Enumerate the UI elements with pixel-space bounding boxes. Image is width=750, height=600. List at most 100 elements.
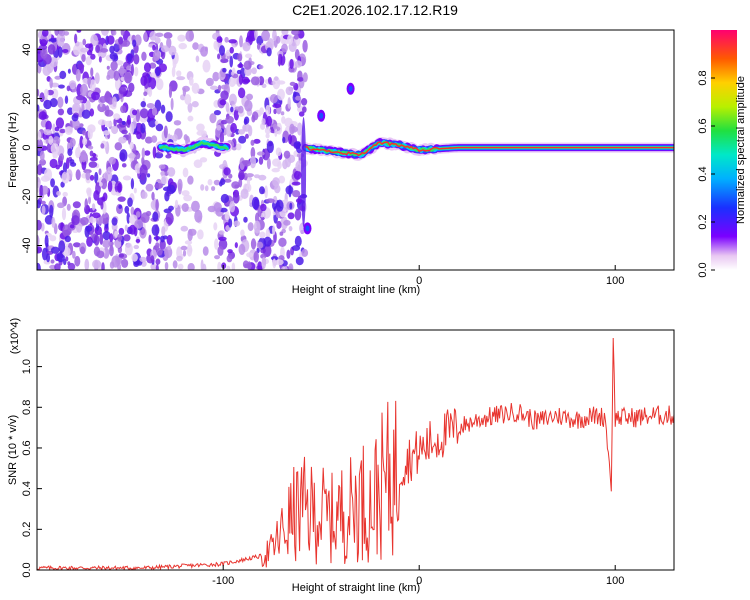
heatmap-noise-cell [43, 168, 53, 181]
heatmap-noise-cell [154, 120, 159, 126]
heatmap-noise-cell [301, 248, 309, 257]
heatmap-noise-cell [228, 39, 237, 44]
heatmap-noise-cell [195, 55, 200, 63]
heatmap-noise-cell [237, 63, 244, 69]
heatmap-noise-cell [259, 186, 265, 195]
heatmap-noise-cell [260, 203, 267, 212]
heatmap-noise-cell [273, 108, 277, 115]
heatmap-noise-cell [288, 134, 293, 145]
heatmap-noise-cell [298, 111, 305, 117]
heatmap-noise-cell [143, 31, 148, 42]
heatmap-noise-cell [80, 47, 89, 53]
heatmap-noise-cell [251, 196, 260, 210]
heatmap-noise-cell [162, 186, 172, 192]
heatmap-noise-cell [251, 115, 256, 123]
heatmap-noise-cell [94, 171, 99, 184]
heatmap-noise-cell [118, 204, 123, 209]
heatmap-noise-cell [292, 189, 301, 198]
heatmap-noise-cell [266, 140, 274, 154]
heatmap-noise-cell [111, 125, 119, 135]
heatmap-y-tick-label: 0 [21, 144, 33, 150]
heatmap-noise-cell [267, 76, 272, 85]
heatmap-noise-cell [245, 173, 254, 178]
heatmap-noise-cell [62, 48, 69, 53]
heatmap-noise-cell [261, 257, 267, 270]
snr-y-tick-label: 0.4 [21, 481, 33, 496]
heatmap-noise-cell [81, 109, 91, 119]
heatmap-noise-cell [212, 71, 220, 82]
heatmap-noise-cell [87, 145, 94, 150]
heatmap-noise-cell [207, 205, 216, 213]
heatmap-noise-cell [129, 224, 137, 235]
snr-panel: -100 0 100 0.0 0.2 0.4 0.6 0.8 1.0 Height of st… [7, 318, 675, 594]
heatmap-y-tick-label: -40 [21, 238, 33, 254]
heatmap-noise-cell [75, 68, 81, 82]
heatmap-noise-cell [293, 141, 302, 149]
heatmap-noise-cell [243, 60, 252, 70]
heatmap-noise-cell [147, 86, 153, 98]
heatmap-noise-cell [37, 138, 44, 152]
heatmap-noise-cell [48, 135, 54, 145]
heatmap-noise-cell [109, 52, 118, 60]
heatmap-noise-cell [72, 103, 81, 112]
heatmap-noise-cell [229, 201, 236, 213]
heatmap-noise-cell [237, 129, 246, 135]
heatmap-noise-cell [135, 238, 141, 243]
heatmap-noise-cell [177, 34, 186, 42]
heatmap-noise-cell [272, 258, 277, 269]
heatmap-noise-cell [107, 180, 113, 193]
heatmap-noise-cell [141, 51, 147, 62]
heatmap-noise-cell [272, 158, 281, 167]
heatmap-noise-cell [295, 95, 302, 101]
heatmap-noise-cell [79, 135, 84, 149]
heatmap-noise-cell [242, 41, 251, 52]
heatmap-noise-cell [114, 142, 123, 151]
heatmap-noise-cell [148, 234, 152, 245]
heatmap-noise-cell [264, 127, 271, 135]
heatmap-noise-cell [238, 243, 246, 256]
snr-x-tick-label: 100 [606, 575, 624, 587]
heatmap-noise-cell [260, 253, 267, 259]
heatmap-noise-cell [251, 67, 257, 75]
heatmap-noise-cell [213, 202, 222, 213]
heatmap-noise-cell [93, 246, 101, 257]
heatmap-noise-cell [49, 98, 58, 108]
heatmap-noise-cell [47, 44, 56, 55]
heatmap-noise-cell [295, 198, 303, 204]
heatmap-noise-cell [146, 102, 155, 109]
heatmap-noise-cell [151, 224, 160, 236]
heatmap-noise-cell [85, 170, 91, 181]
heatmap-y-tick-label: -20 [21, 189, 33, 205]
heatmap-noise-cell [50, 143, 60, 155]
heatmap-noise-cell [41, 200, 46, 205]
heatmap-noise-cell [101, 218, 109, 225]
heatmap-noise-cell [230, 71, 235, 76]
heatmap-noise-cell [94, 72, 100, 85]
heatmap-noise-cell [62, 162, 68, 175]
heatmap-noise-cell [49, 77, 53, 89]
heatmap-noise-cell [37, 234, 40, 248]
colorbar-ticks: 0.0 0.2 0.4 0.6 0.8 [697, 70, 715, 278]
heatmap-noise-cell [124, 72, 132, 84]
heatmap-noise-cell [291, 30, 300, 36]
heatmap-noise-cell [99, 48, 109, 53]
heatmap-noise-cell [168, 85, 173, 98]
heatmap-y-tick-label: 40 [21, 43, 33, 55]
heatmap-noise-cell [272, 103, 282, 109]
heatmap-noise-cell [171, 66, 176, 78]
heatmap-noise-cell [155, 263, 159, 270]
heatmap-noise-cell [139, 175, 146, 181]
heatmap-noise-cell [89, 79, 96, 92]
heatmap-noise-cell [154, 36, 161, 44]
heatmap-noise-cell [176, 76, 186, 81]
heatmap-noise-cell [274, 127, 278, 137]
heatmap-noise-cell [243, 216, 248, 223]
heatmap-noise-cell [64, 235, 71, 243]
heatmap-noise-cell [246, 252, 254, 258]
heatmap-noise-cell [244, 53, 253, 59]
colorbar-tick-label: 0.2 [697, 214, 709, 229]
heatmap-noise-cell [214, 255, 221, 260]
heatmap-noise-cell [117, 182, 122, 193]
heatmap-noise-cell [287, 212, 295, 220]
